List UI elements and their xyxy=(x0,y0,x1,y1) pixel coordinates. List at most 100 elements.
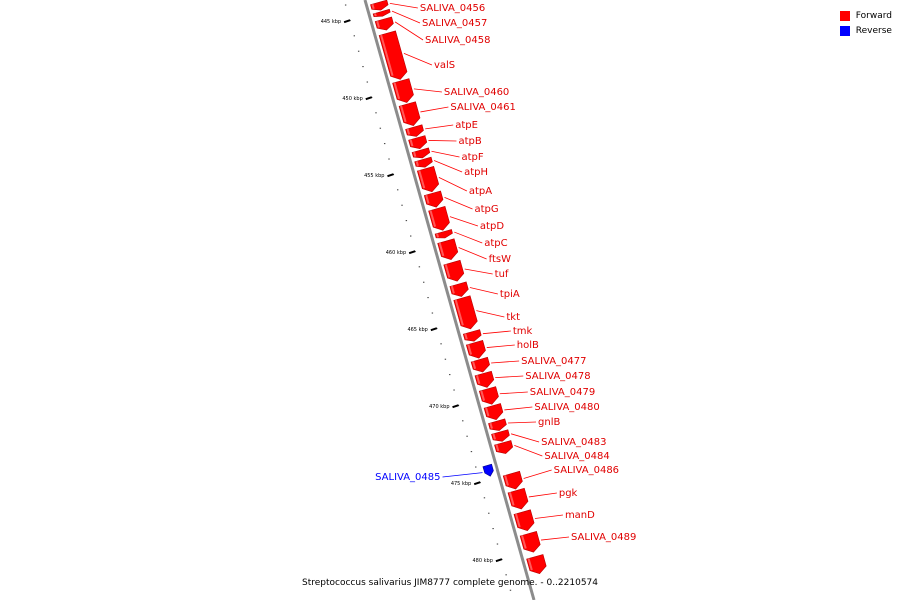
gene-label: manD xyxy=(565,510,595,521)
gene-arrow xyxy=(372,8,391,18)
gene-label: atpF xyxy=(461,152,483,163)
tick-label: 465 kbp xyxy=(407,327,427,333)
gene-highlight xyxy=(376,20,380,28)
gene-arrow xyxy=(443,259,465,282)
label-leader xyxy=(394,21,424,41)
gene-arrow xyxy=(414,156,433,168)
label-leader xyxy=(510,433,540,443)
gene-label: ftsW xyxy=(489,254,511,265)
major-tick xyxy=(365,96,373,101)
gene-arrow xyxy=(434,229,453,239)
label-leader xyxy=(454,231,483,244)
gene-highlight xyxy=(425,194,430,204)
label-leader xyxy=(508,421,537,424)
legend-reverse[interactable]: Reverse xyxy=(839,23,892,38)
gene-highlight xyxy=(371,3,375,10)
gene-label: SALIVA_0477 xyxy=(521,356,586,367)
gene-highlight xyxy=(464,333,468,340)
legend-reverse-label: Reverse xyxy=(855,25,892,36)
label-leader xyxy=(425,124,454,130)
gene-label: atpD xyxy=(480,221,504,232)
label-leader xyxy=(420,106,449,113)
gene-arrow xyxy=(374,16,394,31)
gene-arrow xyxy=(491,429,510,442)
label-leader xyxy=(523,469,552,479)
major-tick xyxy=(430,327,438,332)
gene-arrow xyxy=(478,386,499,405)
gene-label: SALIVA_0478 xyxy=(525,371,590,382)
gene-arrow xyxy=(474,370,495,388)
gene-highlight xyxy=(492,463,497,471)
label-leader xyxy=(482,330,511,335)
gene-arrow xyxy=(465,340,486,359)
map-caption: Streptococcus salivarius JIM8777 complet… xyxy=(302,578,598,588)
gene-label: SALIVA_0458 xyxy=(425,35,490,46)
label-leader xyxy=(486,344,515,348)
gene-arrow xyxy=(378,30,408,80)
gene-arrow xyxy=(507,487,529,510)
gene-highlight xyxy=(429,210,437,227)
gene-label: atpB xyxy=(458,136,481,147)
gene-highlight xyxy=(450,285,455,294)
label-leader xyxy=(458,247,487,260)
gene-arrow xyxy=(428,206,450,231)
gene-arrow xyxy=(392,78,414,103)
gene-label: pgk xyxy=(559,488,578,499)
gene-highlight xyxy=(409,139,414,147)
major-tick xyxy=(387,173,394,178)
gene-arrow xyxy=(488,418,507,431)
label-leader xyxy=(413,88,442,93)
gene-label: atpC xyxy=(484,238,507,249)
gene-highlight xyxy=(436,233,440,238)
label-leader xyxy=(528,492,557,498)
gene-highlight xyxy=(480,390,486,401)
legend-forward-label: Forward xyxy=(855,10,892,21)
gene-highlight xyxy=(454,299,464,326)
gene-highlight xyxy=(380,34,394,77)
gene-arrow xyxy=(513,509,535,531)
label-leader xyxy=(514,444,543,457)
label-leader xyxy=(476,310,505,318)
gene-label: SALIVA_0461 xyxy=(450,102,515,113)
gene-label: SALIVA_0483 xyxy=(541,437,606,448)
gene-label: gnlB xyxy=(538,417,560,428)
label-leader xyxy=(438,177,468,192)
gene-labels: SALIVA_0456 SALIVA_0457 SALIVA_0458 valS SAL… xyxy=(375,2,636,543)
gene-features xyxy=(370,0,547,575)
tick-label: 470 kbp xyxy=(429,404,449,410)
gene-highlight xyxy=(400,105,407,123)
gene-arrow xyxy=(437,238,459,260)
gene-arrow xyxy=(453,295,478,330)
gene-arrow xyxy=(526,554,547,575)
genome-backbone xyxy=(363,0,536,600)
gene-arrow xyxy=(470,356,490,373)
label-leader xyxy=(504,406,533,411)
tick-label: 475 kbp xyxy=(451,481,471,487)
gene-label: tuf xyxy=(495,269,509,280)
label-leader xyxy=(540,536,570,541)
gene-arrow xyxy=(398,101,421,126)
gene-highlight xyxy=(475,375,481,385)
gene-arrow xyxy=(370,0,389,11)
gene-highlight xyxy=(444,264,451,278)
gene-label: holB xyxy=(517,340,539,351)
gene-arrow xyxy=(502,470,523,490)
major-tick xyxy=(343,19,351,24)
gene-highlight xyxy=(508,492,515,506)
gene-arrow xyxy=(411,147,431,159)
gene-highlight xyxy=(393,82,401,100)
label-leader xyxy=(391,10,421,24)
tick-label: 450 kbp xyxy=(342,96,362,102)
label-leader xyxy=(433,160,463,173)
major-tick xyxy=(452,404,459,409)
gene-highlight xyxy=(492,433,496,440)
gene-highlight xyxy=(406,128,411,135)
gene-arrow xyxy=(423,190,444,208)
gene-label: tkt xyxy=(506,312,520,323)
gene-highlight xyxy=(485,407,490,417)
legend-forward[interactable]: Forward xyxy=(839,8,892,23)
label-leader xyxy=(431,150,460,158)
gene-arrow xyxy=(483,403,504,421)
gene-arrow xyxy=(519,531,541,553)
